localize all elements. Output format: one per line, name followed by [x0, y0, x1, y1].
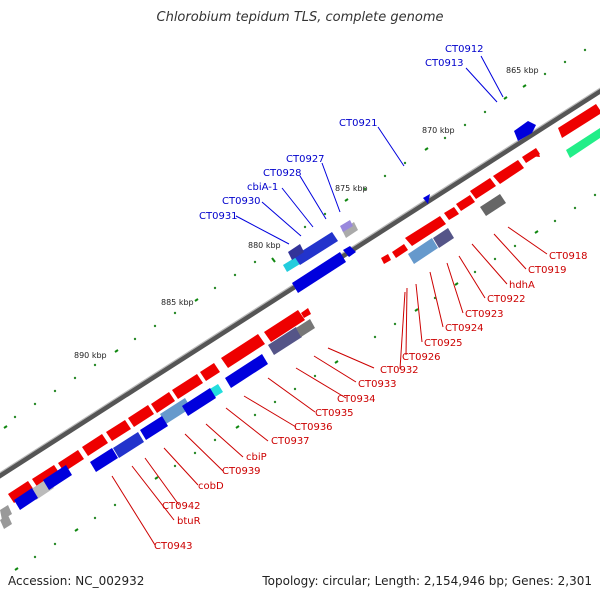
- blue-gene-labels: CT0912 CT0913 CT0921 CT0927 CT0928 cbiA-…: [199, 44, 484, 222]
- gene-label-ct0937: CT0937: [271, 436, 310, 447]
- gene-label-ct0927: CT0927: [286, 154, 325, 165]
- gene-label-ct0930: CT0930: [222, 196, 261, 207]
- gene-label-cbia-1: cbiA-1: [247, 182, 278, 193]
- red-gene-labels: CT0918 CT0919 hdhA CT0922 CT0923 CT0924 …: [154, 251, 588, 552]
- blue-label-lines: [235, 55, 504, 245]
- gene-label-ct0928: CT0928: [263, 168, 302, 179]
- gene-label-ct0925: CT0925: [424, 338, 463, 349]
- tick-marks: [3, 84, 539, 571]
- gene-label-ct0934: CT0934: [337, 394, 376, 405]
- accession-text: Accession: NC_002932: [8, 574, 145, 588]
- gene-label-ct0912: CT0912: [445, 44, 484, 55]
- gene-label-ct0942: CT0942: [162, 501, 201, 512]
- tick-label-865: 865 kbp: [506, 66, 539, 75]
- gene-label-ct0922: CT0922: [487, 294, 526, 305]
- forward-genes: [8, 104, 600, 503]
- tick-label-880: 880 kbp: [248, 241, 281, 250]
- red-label-lines: [111, 226, 548, 546]
- misc-genes: [0, 194, 506, 520]
- gene-label-hdha: hdhA: [509, 280, 535, 291]
- map-title: Chlorobium tepidum TLS, complete genome: [156, 10, 444, 25]
- gene-label-ct0913: CT0913: [425, 58, 464, 69]
- gene-label-cobd: cobD: [198, 481, 224, 492]
- gene-label-ct0931: CT0931: [199, 211, 238, 222]
- gene-label-ct0936: CT0936: [294, 422, 333, 433]
- gene-label-ct0918: CT0918: [549, 251, 588, 262]
- gene-label-ct0943: CT0943: [154, 541, 193, 552]
- gene-label-btur: btuR: [177, 516, 201, 527]
- gene-label-ct0939: CT0939: [222, 466, 261, 477]
- gene-label-ct0924: CT0924: [445, 323, 484, 334]
- gene-label-ct0919: CT0919: [528, 265, 567, 276]
- gene-label-ct0926: CT0926: [402, 352, 441, 363]
- gene-label-ct0935: CT0935: [315, 408, 354, 419]
- tick-label-885: 885 kbp: [161, 298, 194, 307]
- tick-labels: 865 kbp 870 kbp 875 kbp 880 kbp 885 kbp …: [74, 66, 539, 360]
- gene-label-ct0921: CT0921: [339, 118, 378, 129]
- tick-label-870: 870 kbp: [422, 126, 455, 135]
- genome-summary-text: Topology: circular; Length: 2,154,946 bp…: [262, 574, 592, 588]
- tick-label-875: 875 kbp: [335, 184, 368, 193]
- gene-label-ct0923: CT0923: [465, 309, 504, 320]
- gene-label-cbip: cbiP: [246, 452, 267, 463]
- guide-dots: [13, 48, 597, 559]
- tick-label-890: 890 kbp: [74, 351, 107, 360]
- reverse-genes: [0, 121, 536, 529]
- gene-label-ct0933: CT0933: [358, 379, 397, 390]
- gene-label-ct0932: CT0932: [380, 365, 419, 376]
